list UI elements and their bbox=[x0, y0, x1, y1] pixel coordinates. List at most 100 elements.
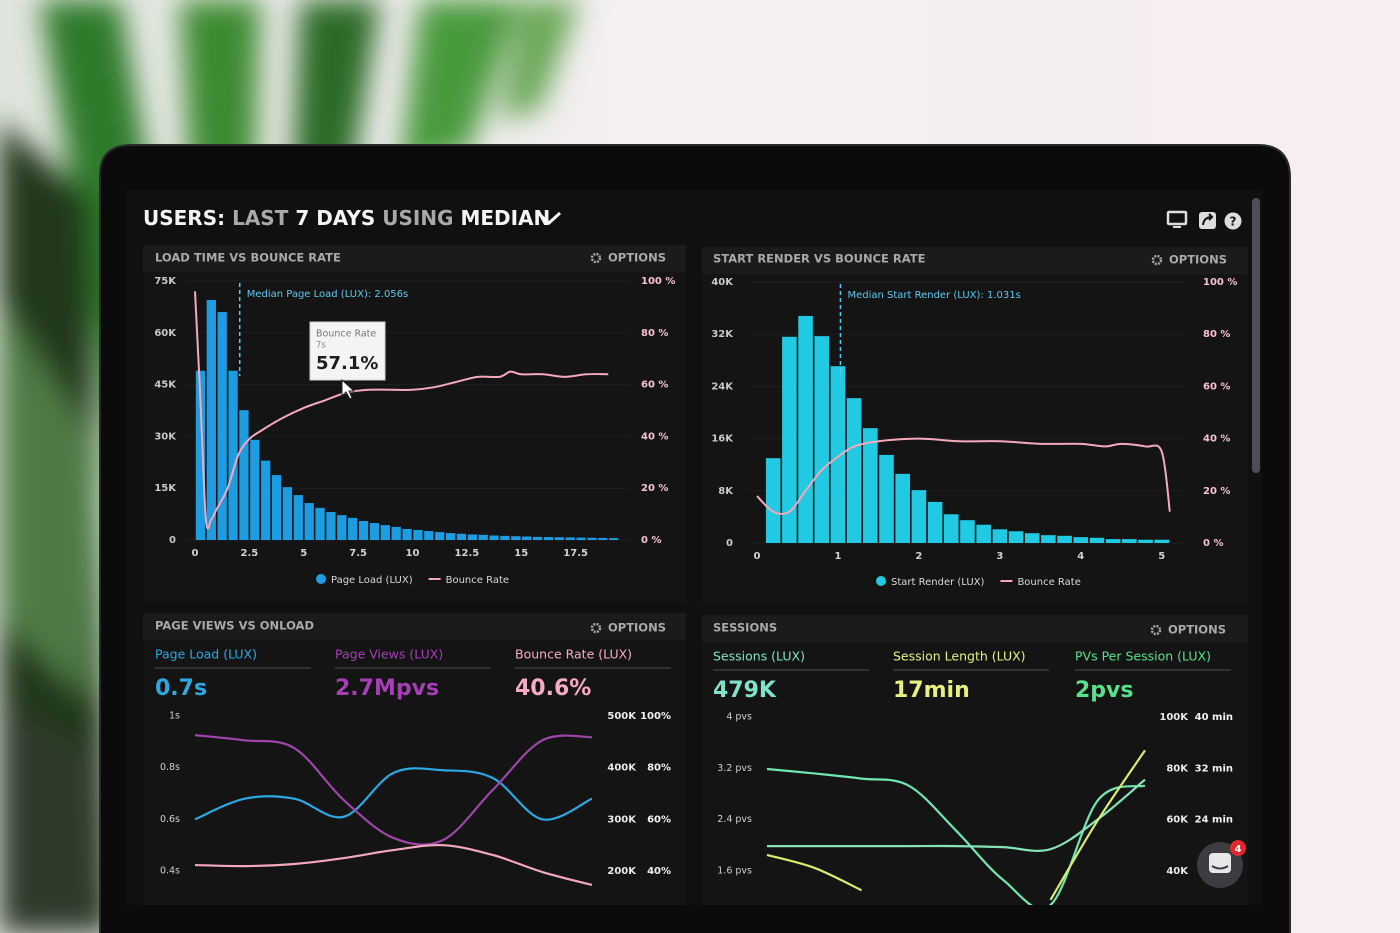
x-tick-label: 1 bbox=[834, 551, 841, 562]
gear-icon bbox=[590, 252, 602, 264]
options-button[interactable]: OPTIONS bbox=[1168, 623, 1226, 637]
y3-tick-label: 80% bbox=[647, 763, 671, 774]
panel-header bbox=[702, 615, 1248, 642]
kpi-value: 40.6% bbox=[515, 676, 591, 701]
scrollbar[interactable] bbox=[1252, 198, 1260, 473]
chat-widget[interactable]: 4 bbox=[1197, 840, 1246, 888]
kpi-label: Session Length (LUX) bbox=[893, 649, 1026, 664]
help-icon[interactable]: ? bbox=[1224, 212, 1242, 230]
histogram-bar bbox=[380, 525, 390, 540]
kpi-value: 2.7Mpvs bbox=[335, 676, 439, 701]
bounce-rate-line bbox=[756, 437, 1171, 515]
cursor bbox=[341, 378, 356, 400]
histogram-bar bbox=[391, 526, 401, 540]
histogram-bar bbox=[1041, 535, 1056, 543]
chat-badge bbox=[1230, 840, 1246, 856]
histogram-bar bbox=[598, 537, 608, 540]
histogram-bar bbox=[402, 528, 412, 540]
y3-tick-label: 40 min bbox=[1195, 712, 1233, 723]
chat-badge-count: 4 bbox=[1235, 844, 1242, 855]
share-icon[interactable] bbox=[1199, 212, 1216, 229]
histogram-bar bbox=[1073, 537, 1089, 543]
kpi-value: 2pvs bbox=[1075, 678, 1134, 703]
y2-tick-label: 300K bbox=[607, 814, 637, 825]
y2-tick-label: 100K bbox=[1159, 712, 1189, 723]
histogram-bar bbox=[1154, 539, 1170, 543]
histogram-bar bbox=[1089, 537, 1105, 543]
histogram-bar bbox=[315, 507, 325, 540]
panel-title: START RENDER VS BOUNCE RATE bbox=[713, 252, 926, 266]
histogram-bar bbox=[1122, 539, 1137, 543]
histogram-bar bbox=[261, 460, 271, 540]
y-tick-label: 3.2 pvs bbox=[717, 763, 752, 774]
histogram-bar bbox=[337, 515, 347, 540]
dashboard: USERS: LAST 7 DAYS USING MEDIAN ? LOAD T… bbox=[143, 198, 1260, 905]
histogram-bar bbox=[814, 336, 830, 543]
histogram-bar bbox=[565, 537, 575, 540]
series-line bbox=[194, 734, 593, 846]
legend-swatch bbox=[316, 574, 326, 584]
y2-tick-label: 40K bbox=[1166, 866, 1189, 877]
y2-tick-label: 40 % bbox=[1203, 434, 1230, 445]
title-part[interactable]: MEDIAN bbox=[460, 206, 550, 230]
y2-tick-label: 20 % bbox=[1203, 486, 1230, 497]
y-tick-label: 30K bbox=[154, 431, 177, 442]
panel-header bbox=[702, 247, 1248, 274]
panel: LOAD TIME VS BOUNCE RATE OPTIONS 0 15K 30K 45… bbox=[143, 245, 686, 602]
y-tick-label: 24K bbox=[711, 381, 734, 392]
kpi-label: Sessions (LUX) bbox=[713, 649, 805, 664]
histogram-bar bbox=[456, 533, 467, 540]
x-tick-label: 4 bbox=[1077, 551, 1084, 562]
histogram-bar bbox=[282, 487, 293, 540]
y-tick-label: 1s bbox=[169, 711, 180, 722]
panel-header bbox=[143, 245, 686, 272]
y-tick-label: 16K bbox=[711, 434, 734, 445]
options-button[interactable]: OPTIONS bbox=[608, 621, 666, 635]
panels: LOAD TIME VS BOUNCE RATE OPTIONS015K30K45… bbox=[143, 245, 1248, 905]
x-tick-label: 0 bbox=[754, 551, 761, 562]
panel-header bbox=[143, 613, 686, 640]
histogram-bar bbox=[217, 312, 227, 540]
series-line bbox=[766, 749, 1146, 901]
kpi-value: 17min bbox=[893, 678, 970, 703]
y2-tick-label: 20 % bbox=[641, 483, 668, 494]
dashboard-title: USERS: LAST 7 DAYS USING MEDIAN bbox=[143, 206, 550, 230]
histogram-bar bbox=[532, 536, 543, 540]
histogram-bar bbox=[424, 531, 434, 540]
options-button[interactable]: OPTIONS bbox=[1169, 253, 1227, 267]
histogram-bar bbox=[271, 475, 282, 540]
gear-icon bbox=[590, 622, 602, 634]
tooltip-title: Bounce Rate bbox=[316, 329, 376, 340]
y2-tick-label: 200K bbox=[607, 866, 637, 877]
y2-tick-label: 60 % bbox=[1203, 381, 1230, 392]
y-tick-label: 0.8s bbox=[160, 762, 180, 773]
histogram-bar bbox=[879, 454, 894, 543]
toolbar-icons: ? bbox=[1166, 210, 1242, 230]
y2-tick-label: 100 % bbox=[1203, 277, 1237, 288]
kpi-label: Page Load (LUX) bbox=[155, 647, 257, 662]
dropdown-chevron[interactable] bbox=[536, 211, 562, 226]
title-part: USERS: bbox=[143, 206, 225, 230]
options-button[interactable]: OPTIONS bbox=[608, 251, 666, 265]
histogram-bar bbox=[1024, 533, 1040, 543]
y-tick-label: 60K bbox=[154, 328, 177, 339]
y-tick-label: 45K bbox=[154, 380, 177, 391]
histogram-bar bbox=[445, 533, 456, 540]
x-tick-label: 12.5 bbox=[455, 548, 480, 559]
y-tick-label: 32K bbox=[711, 329, 734, 340]
monitor-icon[interactable] bbox=[1166, 210, 1188, 228]
histogram-bar bbox=[846, 398, 862, 543]
histogram-bar bbox=[467, 534, 477, 540]
x-tick-label: 5 bbox=[300, 548, 307, 559]
y-tick-label: 0 bbox=[726, 538, 733, 549]
y2-tick-label: 500K bbox=[607, 711, 637, 722]
histogram-bar bbox=[911, 490, 927, 543]
gear-icon bbox=[1150, 624, 1162, 636]
median-label: Median Page Load (LUX): 2.056s bbox=[247, 289, 409, 300]
histogram-bar bbox=[830, 366, 846, 543]
panel: PAGE VIEWS VS ONLOAD OPTIONS Page Load (LU… bbox=[143, 613, 686, 905]
y-tick-label: 8K bbox=[718, 486, 734, 497]
kpi-value: 0.7s bbox=[155, 676, 207, 701]
histogram-bar bbox=[1057, 535, 1072, 543]
